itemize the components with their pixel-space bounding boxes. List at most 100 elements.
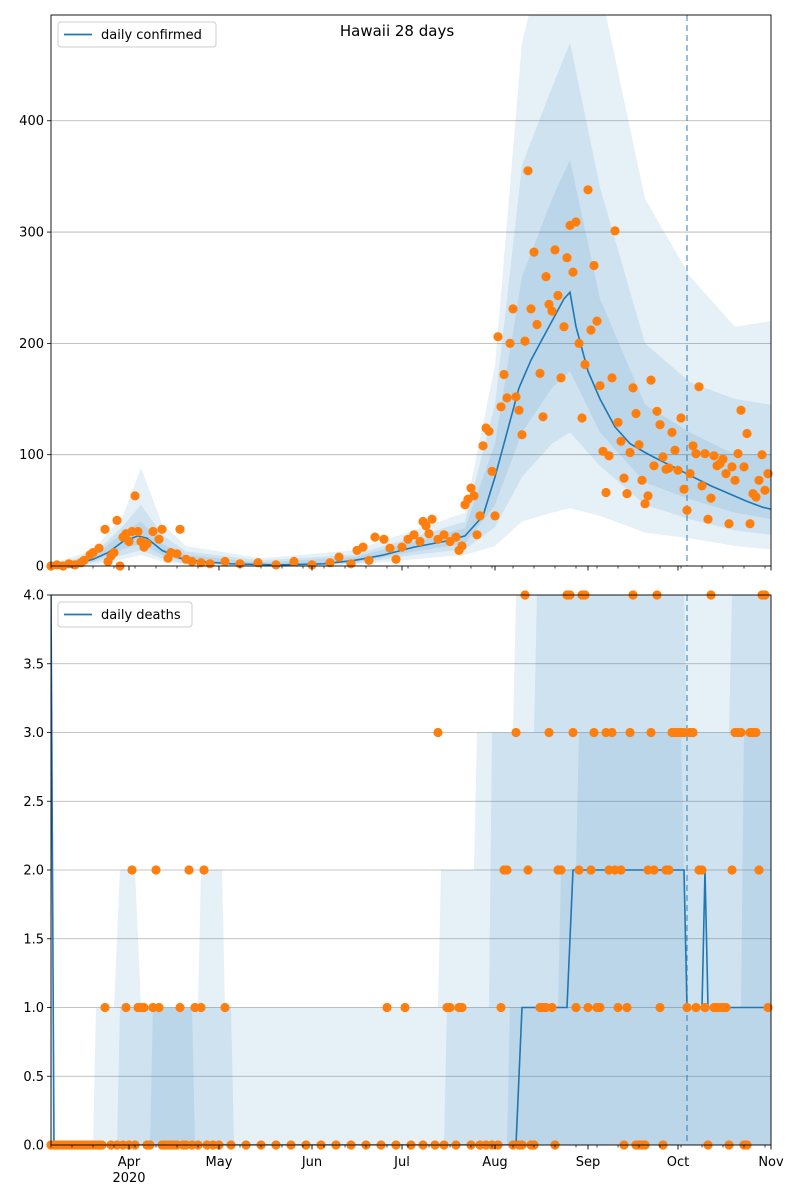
data-point: [199, 865, 209, 875]
data-point: [616, 436, 626, 446]
data-point: [763, 469, 773, 479]
data-point: [691, 449, 701, 459]
y-tick-label: 0.5: [23, 1070, 44, 1085]
data-point: [514, 405, 524, 415]
data-point: [697, 481, 707, 491]
data-point: [754, 475, 764, 485]
data-point: [652, 406, 662, 416]
y-tick-label: 2.5: [23, 795, 44, 810]
data-point: [760, 485, 770, 495]
data-point: [628, 383, 638, 393]
data-point: [547, 1002, 557, 1013]
data-point: [109, 548, 119, 558]
data-point: [580, 359, 590, 370]
data-point: [553, 290, 563, 301]
data-point: [112, 515, 122, 526]
data-point: [625, 447, 635, 458]
data-point: [691, 1002, 701, 1013]
data-point: [673, 465, 683, 475]
data-point: [508, 304, 518, 314]
legend: daily confirmed: [57, 21, 217, 48]
data-point: [346, 559, 356, 569]
data-point: [682, 505, 692, 515]
data-point: [745, 519, 755, 529]
data-point: [391, 554, 401, 564]
data-point: [271, 560, 281, 570]
data-point: [325, 558, 335, 568]
data-point: [289, 556, 299, 567]
data-point: [370, 532, 380, 542]
data-point: [634, 440, 644, 450]
data-point: [415, 536, 425, 547]
data-point: [157, 524, 167, 534]
data-point: [502, 393, 512, 403]
data-point: [613, 1002, 623, 1013]
data-point: [571, 217, 581, 227]
legend-label: daily deaths: [101, 608, 181, 623]
data-point: [205, 559, 215, 569]
data-point: [586, 865, 596, 875]
x-tick-label: Apr: [118, 1155, 141, 1170]
data-point: [100, 1002, 110, 1013]
data-point: [577, 413, 587, 423]
data-point: [220, 556, 230, 567]
data-point: [127, 865, 137, 875]
data-point: [664, 865, 674, 875]
data-point: [196, 558, 206, 568]
data-point: [709, 451, 719, 461]
figure-title: Hawaii 28 days: [340, 22, 454, 40]
data-point: [757, 450, 767, 460]
data-point: [574, 865, 584, 875]
daily-deaths-panel: 0.0 0.5 1.0 1.5 2.0 2.5 3.0 3.5 4.0 daily deaths: [23, 589, 773, 1154]
data-point: [625, 727, 635, 738]
y-tick-label: 300: [19, 226, 44, 241]
confidence-band-2: [51, 732, 771, 1145]
data-point: [556, 373, 566, 383]
y-tick-label: 200: [19, 337, 44, 352]
data-point: [664, 463, 674, 473]
data-point: [631, 408, 641, 419]
data-point: [334, 552, 344, 562]
legend-box: [57, 601, 193, 628]
x-tick-label: Nov: [758, 1155, 784, 1170]
data-point: [646, 727, 656, 738]
data-point: [466, 483, 476, 493]
data-point: [733, 449, 743, 459]
data-point: [409, 530, 419, 540]
data-point: [622, 1002, 632, 1013]
y-tick-label: 3.0: [23, 726, 44, 741]
data-point: [538, 412, 548, 422]
data-point: [142, 539, 152, 549]
data-point: [721, 1002, 731, 1013]
data-point: [727, 865, 737, 875]
data-point: [94, 543, 104, 553]
x-tick-label: Jul: [393, 1155, 410, 1170]
data-point: [559, 322, 569, 332]
data-point: [568, 727, 578, 738]
data-point: [511, 727, 521, 738]
data-point: [493, 332, 503, 342]
data-point: [154, 1002, 164, 1013]
data-point: [79, 555, 89, 566]
data-point: [535, 368, 545, 378]
data-point: [457, 541, 467, 551]
data-point: [658, 452, 668, 462]
data-point: [124, 536, 134, 547]
y-tick-label: 3.5: [23, 657, 44, 672]
data-point: [724, 519, 734, 529]
data-point: [475, 511, 485, 521]
data-point: [700, 1002, 710, 1013]
data-point: [469, 491, 479, 501]
data-point: [484, 426, 494, 436]
data-point: [358, 542, 368, 552]
data-point: [382, 1002, 392, 1013]
data-point: [607, 373, 617, 383]
data-point: [502, 865, 512, 875]
data-point: [586, 325, 596, 335]
data-point: [640, 499, 650, 509]
y-tick-label: 4.0: [23, 589, 44, 604]
data-point: [622, 489, 632, 499]
data-point: [763, 1002, 773, 1013]
data-point: [682, 1002, 692, 1013]
